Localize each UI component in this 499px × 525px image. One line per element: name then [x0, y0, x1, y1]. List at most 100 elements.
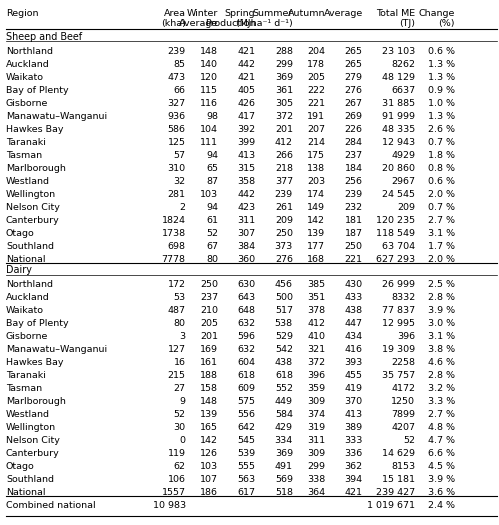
Text: 175: 175	[307, 151, 325, 160]
Text: 421: 421	[345, 488, 363, 498]
Text: 210: 210	[200, 306, 218, 315]
Text: 7899: 7899	[391, 411, 415, 419]
Text: (TJ): (TJ)	[399, 19, 415, 28]
Text: 473: 473	[168, 73, 186, 82]
Text: 618: 618	[238, 371, 255, 380]
Text: Dairy: Dairy	[6, 265, 32, 275]
Text: 373: 373	[274, 242, 293, 251]
Text: 456: 456	[275, 280, 293, 289]
Text: Gisborne: Gisborne	[6, 99, 48, 108]
Text: Hawkes Bay: Hawkes Bay	[6, 358, 63, 367]
Text: 65: 65	[206, 164, 218, 173]
Text: 12 995: 12 995	[382, 319, 415, 328]
Text: 369: 369	[275, 449, 293, 458]
Text: 201: 201	[200, 332, 218, 341]
Text: 288: 288	[275, 47, 293, 56]
Text: 3.8 %: 3.8 %	[428, 345, 455, 354]
Text: 555: 555	[238, 463, 255, 471]
Text: 98: 98	[206, 112, 218, 121]
Text: 250: 250	[200, 280, 218, 289]
Text: 3.1 %: 3.1 %	[428, 332, 455, 341]
Text: 205: 205	[200, 319, 218, 328]
Text: 632: 632	[238, 319, 255, 328]
Text: 172: 172	[168, 280, 186, 289]
Text: 433: 433	[344, 293, 363, 302]
Text: 1.7 %: 1.7 %	[428, 242, 455, 251]
Text: 222: 222	[307, 86, 325, 95]
Text: Total ME: Total ME	[376, 9, 415, 18]
Text: 334: 334	[274, 436, 293, 445]
Text: 412: 412	[307, 319, 325, 328]
Text: 9: 9	[180, 397, 186, 406]
Text: Northland: Northland	[6, 280, 53, 289]
Text: 221: 221	[307, 99, 325, 108]
Text: 538: 538	[275, 319, 293, 328]
Text: 315: 315	[238, 164, 255, 173]
Text: 627 293: 627 293	[376, 255, 415, 264]
Text: 103: 103	[200, 463, 218, 471]
Text: 12 943: 12 943	[382, 138, 415, 147]
Text: Tasman: Tasman	[6, 384, 42, 393]
Text: 1.3 %: 1.3 %	[428, 112, 455, 121]
Text: 372: 372	[275, 112, 293, 121]
Text: Nelson City: Nelson City	[6, 203, 60, 212]
Text: Bay of Plenty: Bay of Plenty	[6, 319, 69, 328]
Text: National: National	[6, 255, 45, 264]
Text: 276: 276	[345, 86, 363, 95]
Text: 61: 61	[206, 216, 218, 225]
Text: 311: 311	[238, 216, 255, 225]
Text: 168: 168	[307, 255, 325, 264]
Text: 545: 545	[238, 436, 255, 445]
Text: 1824: 1824	[162, 216, 186, 225]
Text: 8153: 8153	[391, 463, 415, 471]
Text: 6.6 %: 6.6 %	[428, 449, 455, 458]
Text: Northland: Northland	[6, 47, 53, 56]
Text: Sheep and Beef: Sheep and Beef	[6, 32, 82, 41]
Text: 3.6 %: 3.6 %	[428, 488, 455, 498]
Text: 1738: 1738	[162, 229, 186, 238]
Text: Bay of Plenty: Bay of Plenty	[6, 86, 69, 95]
Text: 1.3 %: 1.3 %	[428, 73, 455, 82]
Text: 4.7 %: 4.7 %	[428, 436, 455, 445]
Text: 139: 139	[307, 229, 325, 238]
Text: 1250: 1250	[391, 397, 415, 406]
Text: 4.5 %: 4.5 %	[428, 463, 455, 471]
Text: 32: 32	[174, 177, 186, 186]
Text: 203: 203	[307, 177, 325, 186]
Text: Gisborne: Gisborne	[6, 332, 48, 341]
Text: 201: 201	[275, 125, 293, 134]
Text: Canterbury: Canterbury	[6, 216, 60, 225]
Text: 416: 416	[345, 345, 363, 354]
Text: 63 704: 63 704	[382, 242, 415, 251]
Text: 426: 426	[238, 99, 255, 108]
Text: 4207: 4207	[391, 423, 415, 433]
Text: 630: 630	[238, 280, 255, 289]
Text: 48 129: 48 129	[382, 73, 415, 82]
Text: Summer: Summer	[252, 9, 293, 18]
Text: Nelson City: Nelson City	[6, 436, 60, 445]
Text: 438: 438	[345, 306, 363, 315]
Text: 85: 85	[174, 60, 186, 69]
Text: 178: 178	[307, 60, 325, 69]
Text: 3.1 %: 3.1 %	[428, 229, 455, 238]
Text: Canterbury: Canterbury	[6, 449, 60, 458]
Text: 4.6 %: 4.6 %	[428, 358, 455, 367]
Text: 396: 396	[307, 371, 325, 380]
Text: Otago: Otago	[6, 463, 35, 471]
Text: 8262: 8262	[391, 60, 415, 69]
Text: 265: 265	[345, 47, 363, 56]
Text: 127: 127	[168, 345, 186, 354]
Text: 3.9 %: 3.9 %	[428, 306, 455, 315]
Text: 8332: 8332	[391, 293, 415, 302]
Text: 434: 434	[345, 332, 363, 341]
Text: 125: 125	[168, 138, 186, 147]
Text: 24 545: 24 545	[382, 190, 415, 199]
Text: 19 309: 19 309	[382, 345, 415, 354]
Text: 609: 609	[238, 384, 255, 393]
Text: 518: 518	[275, 488, 293, 498]
Text: Marlborough: Marlborough	[6, 164, 66, 173]
Text: 284: 284	[345, 138, 363, 147]
Text: 184: 184	[345, 164, 363, 173]
Text: 399: 399	[238, 138, 255, 147]
Text: 57: 57	[174, 151, 186, 160]
